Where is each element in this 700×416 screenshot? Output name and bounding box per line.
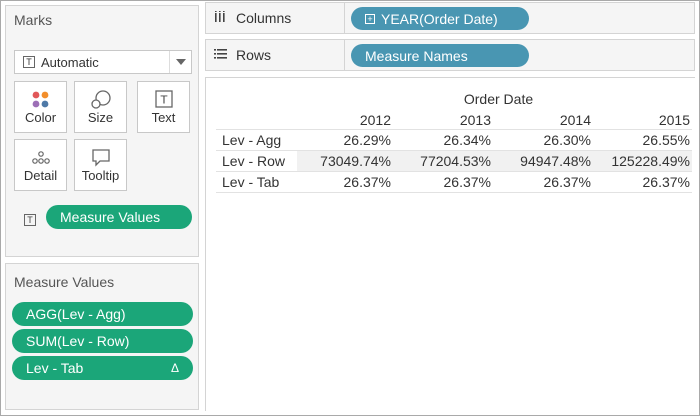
color-dots-icon	[15, 90, 66, 110]
table-cell[interactable]: 26.37%	[593, 170, 692, 193]
pill-label: YEAR(Order Date)	[381, 10, 498, 27]
columns-icon	[214, 10, 228, 26]
size-circles-icon	[75, 90, 126, 110]
view-area[interactable]: Order Date 2012 2013 2014 2015 Lev - Agg…	[205, 77, 695, 411]
delta-icon: Δ	[170, 361, 179, 375]
size-button[interactable]: Size	[74, 81, 127, 133]
detail-button[interactable]: Detail	[14, 139, 67, 191]
measure-pill-label: Lev - Tab	[26, 360, 84, 376]
mark-type-value: Automatic	[41, 54, 99, 70]
measure-values-title: Measure Values	[14, 274, 115, 290]
columns-shelf[interactable]: Columns + YEAR(Order Date)	[205, 2, 695, 34]
table-cell[interactable]: 77204.53%	[393, 149, 493, 171]
year-order-date-pill[interactable]: + YEAR(Order Date)	[351, 7, 529, 30]
tooltip-button[interactable]: Tooltip	[74, 139, 127, 191]
column-header[interactable]: 2012	[359, 111, 391, 128]
text-button[interactable]: T Text	[137, 81, 190, 133]
svg-text:T: T	[159, 94, 167, 107]
shelf-divider	[344, 3, 345, 33]
detail-dots-icon	[15, 148, 66, 168]
measure-pill-sum[interactable]: SUM(Lev - Row)	[12, 329, 193, 353]
row-header[interactable]: Lev - Row	[216, 149, 297, 171]
text-mark-icon: T	[24, 214, 36, 226]
text-mark-icon: T	[23, 56, 35, 68]
column-header-title: Order Date	[463, 91, 534, 107]
detail-label: Detail	[23, 168, 58, 183]
table-cell[interactable]: 26.29%	[297, 128, 393, 150]
rows-shelf[interactable]: Rows Measure Names	[205, 39, 695, 71]
column-header[interactable]: 2013	[459, 111, 491, 128]
columns-label-text: Columns	[236, 10, 292, 26]
corner-cell	[216, 111, 297, 129]
rows-icon	[214, 47, 228, 63]
table-cell[interactable]: 73049.74%	[297, 149, 393, 171]
table-row: Lev - Tab 26.37% 26.37% 26.37% 26.37%	[216, 170, 692, 193]
table-row: Lev - Row 73049.74% 77204.53% 94947.48% …	[216, 149, 692, 171]
table-cell[interactable]: 26.37%	[297, 170, 393, 193]
measure-pill-label: AGG(Lev - Agg)	[26, 306, 126, 322]
table-cell[interactable]: 125228.49%	[593, 149, 692, 171]
measure-values-pill[interactable]: Measure Values	[46, 205, 192, 229]
table-cell[interactable]: 26.34%	[393, 128, 493, 150]
measure-pill-tab[interactable]: Lev - Tab Δ	[12, 356, 193, 380]
color-button[interactable]: Color	[14, 81, 67, 133]
row-header[interactable]: Lev - Agg	[216, 128, 297, 150]
columns-shelf-label: Columns	[214, 10, 291, 26]
text-label: Text	[151, 110, 176, 125]
table-cell[interactable]: 94947.48%	[493, 149, 593, 171]
table-cell[interactable]: 26.37%	[493, 170, 593, 193]
measure-pill-label: SUM(Lev - Row)	[26, 333, 130, 349]
crosstab: 2012 2013 2014 2015 Lev - Agg 26.29% 26.…	[216, 111, 692, 193]
measure-values-card: Measure Values AGG(Lev - Agg) SUM(Lev - …	[5, 263, 199, 410]
table-cell[interactable]: 26.55%	[593, 128, 692, 150]
column-header[interactable]: 2014	[559, 111, 591, 128]
row-header[interactable]: Lev - Tab	[216, 170, 297, 193]
marks-card: Marks T Automatic Color Size	[5, 5, 199, 257]
speech-bubble-icon	[75, 148, 126, 168]
measure-names-pill[interactable]: Measure Names	[351, 44, 529, 67]
marks-title: Marks	[14, 12, 53, 28]
color-label: Color	[24, 110, 57, 125]
mark-type-dropdown[interactable]: T Automatic	[14, 50, 192, 74]
rows-label-text: Rows	[236, 47, 272, 63]
table-row: Lev - Agg 26.29% 26.34% 26.30% 26.55%	[216, 128, 692, 150]
text-icon: T	[138, 90, 189, 108]
measure-pill-agg[interactable]: AGG(Lev - Agg)	[12, 302, 193, 326]
table-cell[interactable]: 26.37%	[393, 170, 493, 193]
expand-plus-icon[interactable]: +	[365, 13, 375, 24]
tooltip-label: Tooltip	[81, 168, 120, 183]
pill-label: Measure Names	[365, 47, 468, 64]
chevron-down-icon[interactable]	[169, 51, 191, 73]
rows-shelf-label: Rows	[214, 47, 271, 63]
table-cell[interactable]: 26.30%	[493, 128, 593, 150]
header-row: 2012 2013 2014 2015	[216, 111, 692, 129]
column-header[interactable]: 2015	[658, 111, 690, 128]
size-label: Size	[87, 110, 114, 125]
shelf-divider	[344, 40, 345, 70]
